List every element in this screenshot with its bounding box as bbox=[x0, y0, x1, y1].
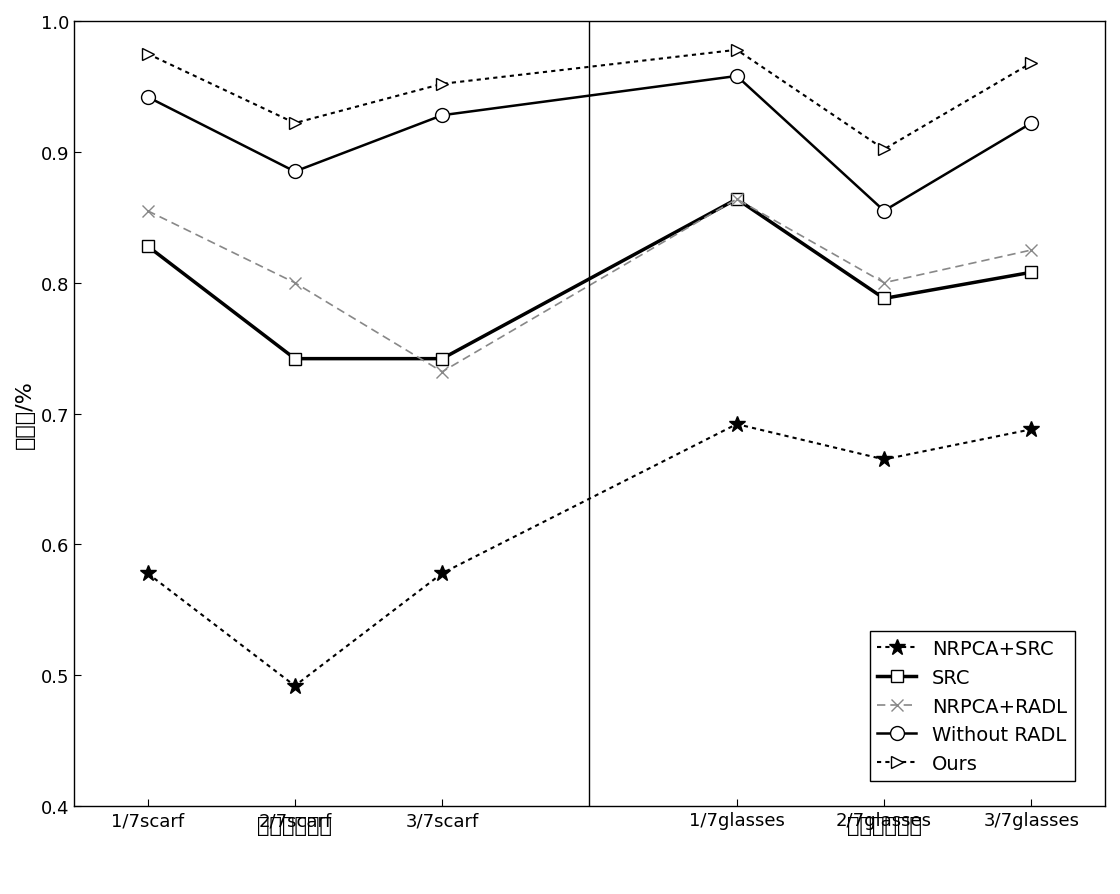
Without RADL bbox=[141, 92, 155, 103]
Line: Without RADL: Without RADL bbox=[141, 70, 1038, 218]
NRPCA+SRC bbox=[436, 569, 449, 579]
SRC bbox=[730, 194, 744, 205]
NRPCA+RADL bbox=[436, 367, 449, 377]
Line: NRPCA+SRC: NRPCA+SRC bbox=[139, 417, 1039, 695]
SRC bbox=[436, 354, 449, 365]
Without RADL bbox=[877, 207, 890, 217]
NRPCA+SRC bbox=[141, 569, 155, 579]
NRPCA+RADL bbox=[288, 278, 301, 289]
SRC bbox=[288, 354, 301, 365]
SRC bbox=[1025, 267, 1038, 278]
Ours bbox=[436, 80, 449, 90]
NRPCA+RADL bbox=[141, 207, 155, 217]
SRC bbox=[877, 294, 890, 305]
Without RADL bbox=[730, 72, 744, 82]
NRPCA+SRC bbox=[730, 419, 744, 430]
Line: SRC: SRC bbox=[141, 193, 1037, 366]
Ours bbox=[288, 119, 301, 130]
NRPCA+RADL bbox=[877, 278, 890, 289]
Line: NRPCA+RADL: NRPCA+RADL bbox=[141, 193, 1037, 378]
Text: 围巾遮图占比: 围巾遮图占比 bbox=[258, 815, 333, 835]
NRPCA+RADL bbox=[730, 194, 744, 205]
Line: Ours: Ours bbox=[141, 45, 1037, 156]
Ours bbox=[141, 49, 155, 60]
NRPCA+RADL bbox=[1025, 245, 1038, 256]
Ours bbox=[877, 145, 890, 156]
NRPCA+SRC bbox=[1025, 425, 1038, 435]
Legend: NRPCA+SRC, SRC, NRPCA+RADL, Without RADL, Ours: NRPCA+SRC, SRC, NRPCA+RADL, Without RADL… bbox=[869, 632, 1075, 781]
NRPCA+SRC bbox=[877, 454, 890, 465]
Y-axis label: 识别率/%: 识别率/% bbox=[15, 380, 35, 449]
SRC bbox=[141, 241, 155, 252]
Without RADL bbox=[288, 167, 301, 178]
Without RADL bbox=[436, 111, 449, 122]
Without RADL bbox=[1025, 119, 1038, 130]
Ours bbox=[1025, 58, 1038, 69]
NRPCA+SRC bbox=[288, 680, 301, 691]
Ours bbox=[730, 46, 744, 56]
Text: 墨镜遮图占比: 墨镜遮图占比 bbox=[847, 815, 922, 835]
